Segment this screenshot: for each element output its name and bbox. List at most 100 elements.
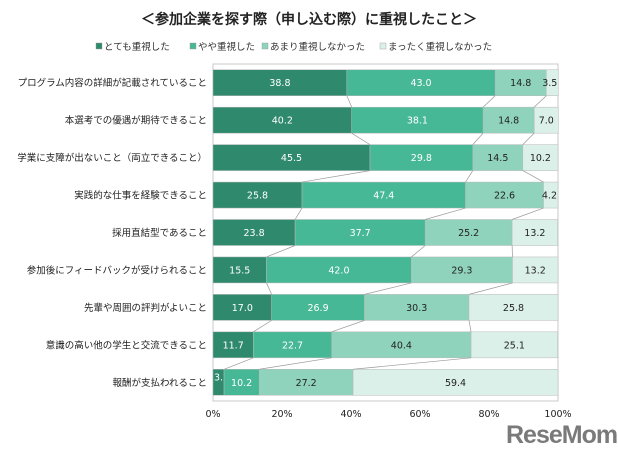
category-label: 参加後にフィードバックが受けられること	[27, 264, 207, 276]
bar-segment	[266, 256, 412, 284]
connector-line	[253, 320, 272, 333]
bar-segment	[294, 219, 426, 246]
x-tick-label: 20%	[271, 409, 292, 420]
bar-segment	[512, 256, 559, 284]
legend-label: まったく重視しなかった	[388, 41, 492, 53]
category-label: 意識の高い他の学生と交流できること	[46, 339, 207, 351]
data-label: 22.7	[282, 340, 303, 351]
data-label: 15.5	[229, 265, 250, 276]
data-label: 59.4	[445, 378, 466, 389]
category-label: 採用直結型であること	[112, 227, 207, 239]
bar-segment	[424, 219, 513, 246]
legend-swatch	[95, 42, 103, 50]
chart-title: ＜参加企業を探す際（申し込む際）に重視したこと＞	[141, 11, 477, 28]
data-label: 25.2	[458, 228, 479, 239]
data-label: 43.0	[410, 78, 431, 89]
data-label: 25.1	[504, 340, 525, 351]
bar-segment	[346, 69, 496, 96]
data-label: 22.6	[494, 191, 515, 202]
bar-segment	[546, 69, 559, 96]
data-label: 25.8	[503, 303, 524, 314]
connector-line	[465, 170, 474, 183]
bar-segment	[351, 106, 484, 134]
bar-segment	[301, 181, 466, 209]
connector-line	[468, 320, 472, 332]
connector-line	[411, 245, 426, 258]
legend-label: あまり重視しなかった	[270, 41, 365, 53]
x-tick-label: 0%	[205, 409, 220, 420]
data-label: 13.2	[525, 265, 546, 276]
data-label: 10.2	[530, 153, 551, 164]
bar-segment	[331, 331, 472, 359]
connector-line	[266, 282, 272, 295]
x-tick-label: 40%	[340, 409, 361, 420]
connector-line	[522, 132, 535, 145]
data-label: 45.5	[281, 153, 302, 164]
data-label: 47.4	[373, 191, 394, 202]
x-tick-label: 60%	[409, 409, 430, 420]
bar-segment	[212, 294, 272, 321]
category-label: 実践的な仕事を経験できること	[74, 190, 207, 202]
bar-segment	[533, 106, 559, 134]
category-label: 報酬が支払われること	[112, 377, 207, 389]
data-label: 40.4	[391, 340, 412, 351]
bar-segment	[212, 181, 303, 209]
x-tick-label: 80%	[478, 409, 499, 420]
data-label: 13.2	[524, 228, 545, 239]
connector-line	[266, 245, 296, 258]
bar-segment	[468, 294, 559, 321]
bar-segment	[470, 331, 558, 359]
legend-swatch	[189, 42, 197, 50]
data-label: 23.8	[243, 228, 264, 239]
bar-segment	[271, 294, 365, 321]
bar-segment	[212, 256, 267, 284]
category-label: 本選考での優遇が期待できること	[65, 115, 207, 127]
data-label: 26.9	[307, 303, 328, 314]
data-label: 38.1	[407, 116, 428, 127]
data-label: 14.8	[498, 116, 519, 127]
data-label: 29.8	[411, 153, 432, 164]
connector-line	[294, 207, 303, 220]
category-label: プログラム内容の詳細が記載されていること	[18, 77, 207, 89]
connector-line	[259, 357, 332, 370]
bar-segment	[253, 331, 332, 359]
data-label: 3.2	[214, 372, 229, 383]
bar-segment	[482, 106, 535, 134]
legend-label: やや重視した	[198, 41, 255, 53]
bar-segment	[369, 144, 474, 171]
resemom-logo: ReseMom	[506, 421, 618, 449]
connector-line	[468, 282, 513, 295]
bar-segment	[352, 369, 559, 396]
data-label: 4.2	[542, 191, 557, 202]
bar-segment	[212, 219, 296, 246]
data-label: 37.7	[350, 228, 371, 239]
data-label: 29.3	[451, 265, 472, 276]
connector-line	[533, 95, 547, 108]
connector-line	[425, 207, 466, 220]
connector-line	[223, 357, 254, 370]
legend-swatch	[261, 42, 269, 50]
data-label: 14.5	[487, 153, 508, 164]
connector-line	[346, 95, 353, 108]
bar-segment	[212, 106, 352, 134]
bar-segment	[411, 256, 513, 284]
data-label: 11.7	[223, 340, 244, 351]
data-label: 42.0	[328, 265, 349, 276]
data-label: 25.8	[247, 191, 268, 202]
category-label: 学業に支障が出ないこと（両立できること）	[17, 152, 207, 164]
data-label: 17.0	[232, 303, 253, 314]
bar-segment	[212, 69, 348, 96]
data-label: 30.3	[406, 303, 427, 314]
category-label: 先輩や周囲の評判がよいこと	[84, 302, 207, 314]
bar-segment	[511, 219, 558, 246]
x-tick-label: 100%	[544, 409, 571, 420]
bar-segment	[223, 369, 260, 396]
data-label: 7.0	[539, 116, 554, 127]
legend-swatch	[379, 42, 387, 50]
data-label: 40.2	[272, 116, 293, 127]
data-label: 10.2	[231, 378, 252, 389]
data-label: 27.2	[296, 378, 317, 389]
bar-segment	[364, 294, 470, 321]
